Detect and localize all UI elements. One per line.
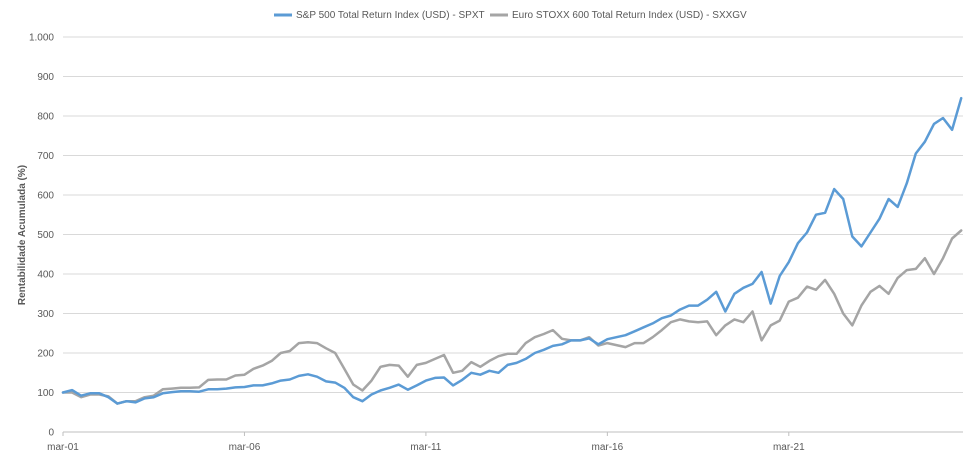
legend: S&P 500 Total Return Index (USD) - SPXT … (274, 10, 747, 21)
y-axis-ticks: 0 100 200 300 400 500 600 700 800 900 1.000 (29, 33, 54, 439)
y-tick-label: 100 (37, 388, 54, 399)
x-tick-label: mar-11 (410, 442, 441, 453)
series-line-spxt (61, 96, 963, 405)
legend-label-spxt: S&P 500 Total Return Index (USD) - SPXT (296, 10, 485, 21)
x-tick-label: mar-01 (47, 442, 79, 453)
x-axis-ticks: mar-01 mar-06 mar-11 mar-16 mar-21 (47, 432, 805, 453)
series-lines (61, 96, 963, 405)
x-tick-label: mar-16 (592, 442, 624, 453)
y-tick-label: 900 (37, 72, 54, 83)
y-tick-label: 400 (37, 270, 54, 281)
y-tick-label: 700 (37, 151, 54, 162)
legend-label-sxxgv: Euro STOXX 600 Total Return Index (USD) … (512, 10, 747, 21)
y-tick-label: 300 (37, 309, 54, 320)
y-axis-label: Rentabilidade Acumulada (%) (17, 165, 28, 305)
y-tick-label: 200 (37, 349, 54, 360)
series-line-sxxgv (61, 229, 963, 405)
y-tick-label: 600 (37, 191, 54, 202)
gridlines (63, 36, 963, 393)
y-tick-label: 500 (37, 230, 54, 241)
x-tick-label: mar-21 (773, 442, 805, 453)
y-tick-label: 1.000 (29, 33, 54, 44)
y-tick-label: 800 (37, 112, 54, 123)
y-tick-label: 0 (48, 428, 54, 439)
x-tick-label: mar-06 (229, 442, 261, 453)
